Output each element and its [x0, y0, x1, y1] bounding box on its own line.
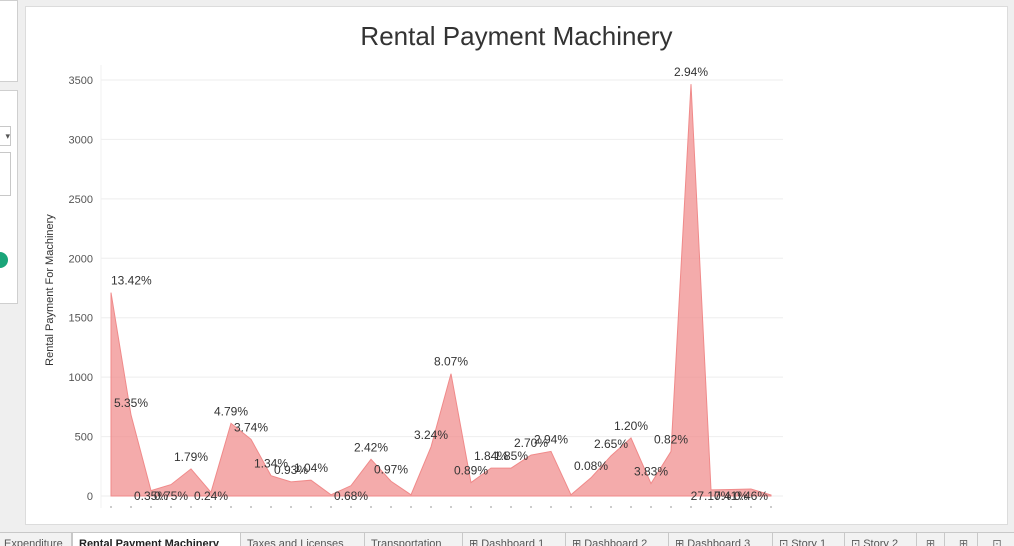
filter-dropdown[interactable]: ▾ — [0, 126, 11, 146]
data-label: 27.17% — [691, 489, 732, 503]
data-label: 0.68% — [334, 489, 368, 503]
side-panel-filters — [0, 90, 18, 304]
dashboard-icon: ⊞ — [572, 538, 582, 546]
story-icon: ⊡ — [779, 538, 789, 546]
tab-dashboard-3[interactable]: ⊞ Dashboard 3 — [669, 533, 773, 546]
area-chart[interactable]: 0 500 1000 1500 2000 2500 3000 3500 13.42% 5.35% 0… — [26, 7, 1007, 524]
y-tick-label: 3500 — [69, 75, 93, 87]
data-label: 0.75% — [154, 489, 188, 503]
y-tick-label: 500 — [75, 432, 93, 444]
data-label: 1.20% — [614, 419, 648, 433]
data-label: 3.74% — [234, 420, 268, 434]
side-panel-top — [0, 0, 18, 82]
sheet-tab-bar: Expenditure Rental Payment Machinery Tax… — [0, 532, 1014, 546]
filter-field[interactable] — [0, 152, 11, 196]
new-dashboard-icon[interactable]: ⊞ — [950, 533, 978, 546]
dashboard-icon: ⊞ — [469, 538, 479, 546]
data-label: 0.08% — [574, 459, 608, 473]
data-label: 3.24% — [414, 428, 448, 442]
chart-title: Rental Payment Machinery — [360, 21, 673, 51]
tab-rental-payment-machinery[interactable]: Rental Payment Machinery — [72, 533, 241, 546]
data-label: 2.70% — [514, 436, 548, 450]
tab-taxes-and-licenses[interactable]: Taxes and Licenses — [241, 533, 365, 546]
new-story-icon[interactable]: ⊡ — [992, 538, 1002, 546]
data-label: 0.93% — [274, 463, 308, 477]
data-label: 13.42% — [111, 274, 152, 288]
dashboard-icon: ⊞ — [675, 538, 685, 546]
story-icon: ⊡ — [851, 538, 861, 546]
data-label: 2.65% — [594, 437, 628, 451]
data-label: 0.41% — [714, 489, 748, 503]
data-label: 0.89% — [454, 464, 488, 478]
data-label: 4.79% — [214, 404, 248, 418]
tab-story-1[interactable]: ⊡ Story 1 — [773, 533, 845, 546]
data-label: 0.82% — [654, 432, 688, 446]
tab-expenditure[interactable]: Expenditure — [0, 533, 72, 546]
y-tick-label: 2000 — [69, 253, 93, 265]
data-label: 8.07% — [434, 355, 468, 369]
data-label: 0.24% — [194, 489, 228, 503]
data-label: 1.34% — [254, 457, 288, 471]
y-tick-label: 1500 — [69, 313, 93, 325]
tab-dashboard-2[interactable]: ⊞ Dashboard 2 — [566, 533, 669, 546]
new-worksheet-icon[interactable]: ⊞ — [917, 533, 945, 546]
data-label: 1.85% — [494, 449, 528, 463]
tab-dashboard-1[interactable]: ⊞ Dashboard 1 — [463, 533, 566, 546]
worksheet-panel: Rental Payment Machinery Rental Payment … — [25, 6, 1008, 525]
data-label: 3.83% — [634, 465, 668, 479]
data-label: 2.94% — [674, 65, 708, 79]
data-label: 0.35% — [134, 489, 168, 503]
y-tick-label: 2500 — [69, 194, 93, 206]
data-label: 1.84% — [474, 449, 508, 463]
y-tick-label: 1000 — [69, 372, 93, 384]
tab-story-2[interactable]: ⊡ Story 2 — [845, 533, 917, 546]
tab-transportation[interactable]: Transportation — [365, 533, 463, 546]
data-label: 2.94% — [534, 432, 568, 446]
chevron-down-icon: ▾ — [5, 131, 10, 141]
y-tick-label: 3000 — [69, 134, 93, 146]
y-tick-label: 0 — [87, 491, 93, 503]
data-label: 1.04% — [294, 461, 328, 475]
area-series — [110, 84, 772, 497]
data-label: 0.97% — [374, 462, 408, 476]
data-label: 1.79% — [174, 450, 208, 464]
data-label: 5.35% — [114, 396, 148, 410]
status-dot-icon — [0, 252, 8, 268]
data-label: 0.46% — [734, 489, 768, 503]
data-label: 2.42% — [354, 440, 388, 454]
